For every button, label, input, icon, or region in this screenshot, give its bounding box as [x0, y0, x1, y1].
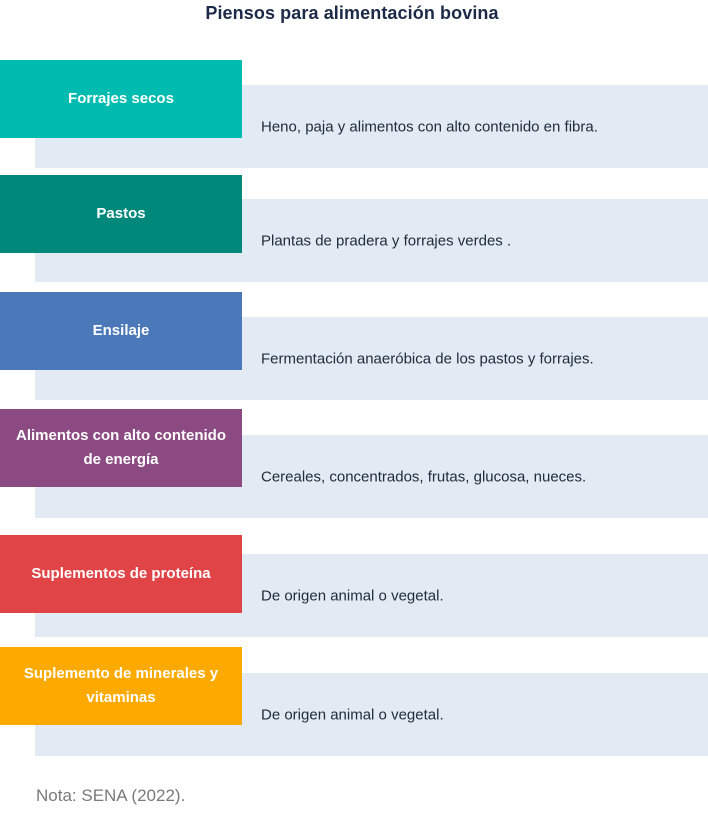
feed-row-suplemento-minerales: De origen animal o vegetal. Suplemento d… [0, 647, 708, 757]
description-text: De origen animal o vegetal. [261, 706, 444, 723]
category-label-box: Alimentos con alto contenido de energía [0, 409, 242, 487]
feed-row-pastos: Plantas de pradera y forrajes verdes . P… [0, 175, 708, 285]
feed-row-ensilaje: Fermentación anaeróbica de los pastos y … [0, 292, 708, 402]
category-label: Suplementos de proteína [31, 565, 211, 582]
category-label-box: Suplemento de minerales y vitaminas [0, 647, 242, 725]
source-note: Nota: SENA (2022). [36, 786, 186, 805]
feed-row-suplementos-proteina: De origen animal o vegetal. Suplementos … [0, 535, 708, 645]
category-label: Alimentos con alto contenido de energía [15, 427, 226, 468]
feed-row-alimentos-energia: Cereales, concentrados, frutas, glucosa,… [0, 409, 708, 519]
category-label: Pastos [96, 205, 146, 222]
category-label-box: Pastos [0, 175, 242, 253]
description-text: Cereales, concentrados, frutas, glucosa,… [261, 468, 587, 485]
category-label-box: Ensilaje [0, 292, 242, 370]
category-label-box: Forrajes secos [0, 60, 242, 138]
description-text: Heno, paja y alimentos con alto contenid… [261, 118, 598, 135]
description-text: Plantas de pradera y forrajes verdes . [261, 232, 512, 249]
category-label: Ensilaje [92, 322, 150, 339]
category-label: Suplemento de minerales y vitaminas [23, 665, 219, 706]
category-label: Forrajes secos [68, 90, 174, 107]
diagram-title: Piensos para alimentación bovina [205, 3, 499, 23]
category-label-box: Suplementos de proteína [0, 535, 242, 613]
feed-row-forrajes-secos: Heno, paja y alimentos con alto contenid… [0, 60, 708, 170]
description-text: Fermentación anaeróbica de los pastos y … [261, 350, 594, 367]
description-text: De origen animal o vegetal. [261, 587, 444, 604]
